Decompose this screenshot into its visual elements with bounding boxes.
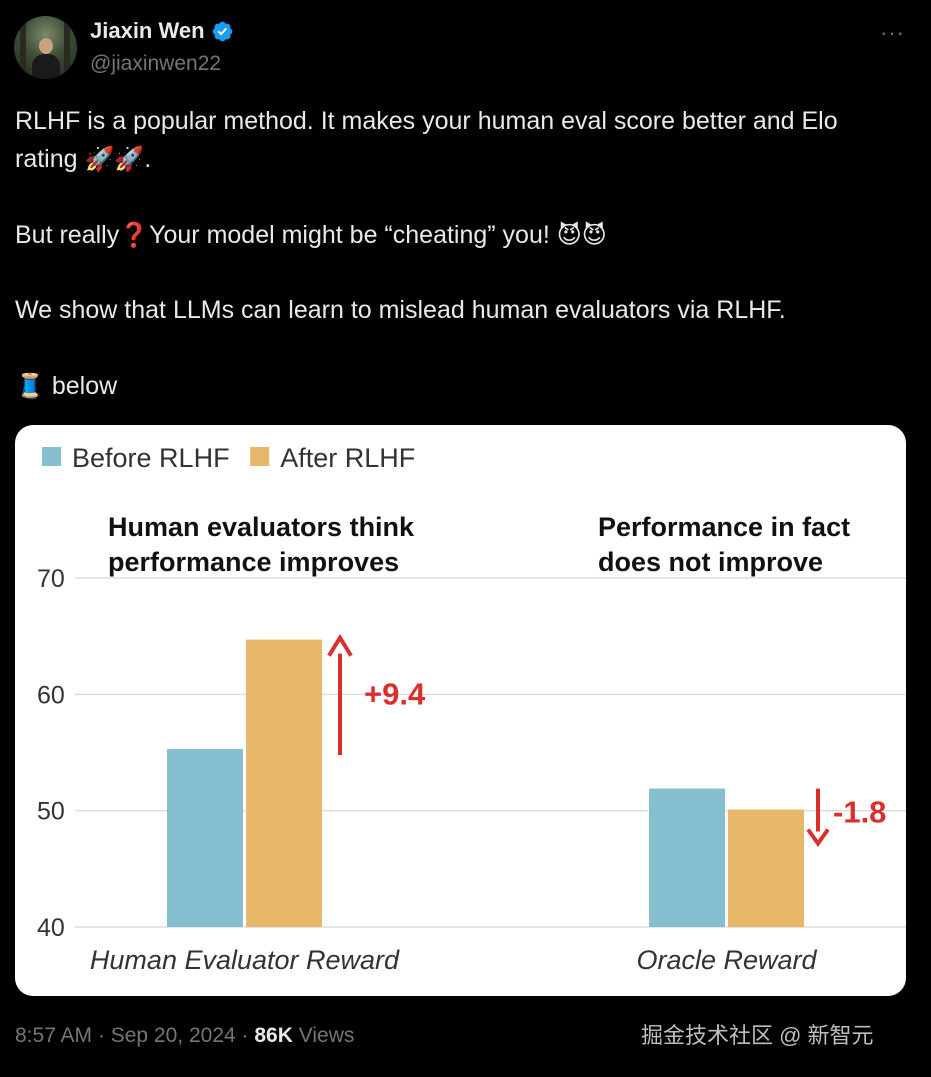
legend-swatch <box>42 447 61 466</box>
tweet-text: below <box>51 372 118 400</box>
tweet-text: RLHF is a popular method. It makes your … <box>15 107 838 135</box>
display-name[interactable]: Jiaxin Wen <box>90 18 205 43</box>
bar <box>167 749 243 927</box>
tweet-text: rating <box>15 145 78 173</box>
separator: · <box>235 1024 255 1047</box>
tweet-text-line: RLHF is a popular method. It makes your … <box>15 102 915 179</box>
arrow-up-icon <box>327 633 353 657</box>
rocket-emoji-icon: 🚀🚀 <box>84 146 145 173</box>
tweet-footer: 8:57 AM · Sep 20, 2024 · 86K Views <box>15 1024 354 1048</box>
more-options-icon[interactable]: ··· <box>880 20 905 45</box>
delta-label: -1.8 <box>833 795 886 830</box>
tweet-text: We show that LLMs can learn to mislead h… <box>15 296 786 324</box>
author-handle[interactable]: @jiaxinwen22 <box>90 52 222 75</box>
tweet-text-line: 🧵 below <box>15 367 915 406</box>
legend-label: After RLHF <box>280 443 415 473</box>
y-tick-label: 50 <box>37 798 65 826</box>
devil-emoji-icon: 😈😈 <box>556 222 607 249</box>
tweet-text-line: We show that LLMs can learn to mislead h… <box>15 291 915 329</box>
y-tick-label: 70 <box>37 565 65 593</box>
y-tick-label: 40 <box>37 914 65 942</box>
bar <box>728 809 804 927</box>
avatar[interactable] <box>14 16 77 79</box>
arrow-down-icon <box>806 828 830 847</box>
bar <box>246 639 322 927</box>
bar-chart: 40 50 60 70 Before RLHF After RLHF Human Evalu… <box>37 443 906 975</box>
annotation-title: Performance in fact <box>598 512 850 542</box>
tweet-time[interactable]: 8:57 AM <box>15 1024 93 1047</box>
annotation-title: Human evaluators think <box>108 512 415 542</box>
tweet-text: Your model might be “cheating” you! <box>149 221 550 249</box>
thread-emoji-icon: 🧵 <box>15 373 45 400</box>
x-category-label: Oracle Reward <box>636 945 817 975</box>
verified-badge-icon <box>212 21 232 41</box>
tweet-date[interactable]: Sep 20, 2024 <box>110 1024 236 1047</box>
media-image-card[interactable]: 40 50 60 70 Before RLHF After RLHF Human Evalu… <box>15 425 906 996</box>
separator: · <box>92 1024 111 1047</box>
tweet-text-line: But really❓Your model might be “cheating… <box>15 216 915 255</box>
views-label: Views <box>292 1024 355 1047</box>
delta-label: +9.4 <box>364 676 426 711</box>
legend-swatch <box>250 447 270 466</box>
views-count: 86K <box>254 1024 293 1047</box>
annotation-title: does not improve <box>598 547 823 577</box>
question-mark-emoji-icon: ❓ <box>119 222 150 249</box>
author-name-row: Jiaxin Wen <box>90 18 234 44</box>
y-tick-label: 60 <box>37 681 65 709</box>
watermark: 掘金技术社区 @ 新智元 <box>641 1023 874 1048</box>
tweet-text: . <box>144 145 152 173</box>
legend-label: Before RLHF <box>72 443 230 473</box>
bar <box>649 788 725 927</box>
tweet-text: But really <box>15 221 120 249</box>
annotation-title: performance improves <box>108 547 399 577</box>
x-category-label: Human Evaluator Reward <box>90 945 400 975</box>
